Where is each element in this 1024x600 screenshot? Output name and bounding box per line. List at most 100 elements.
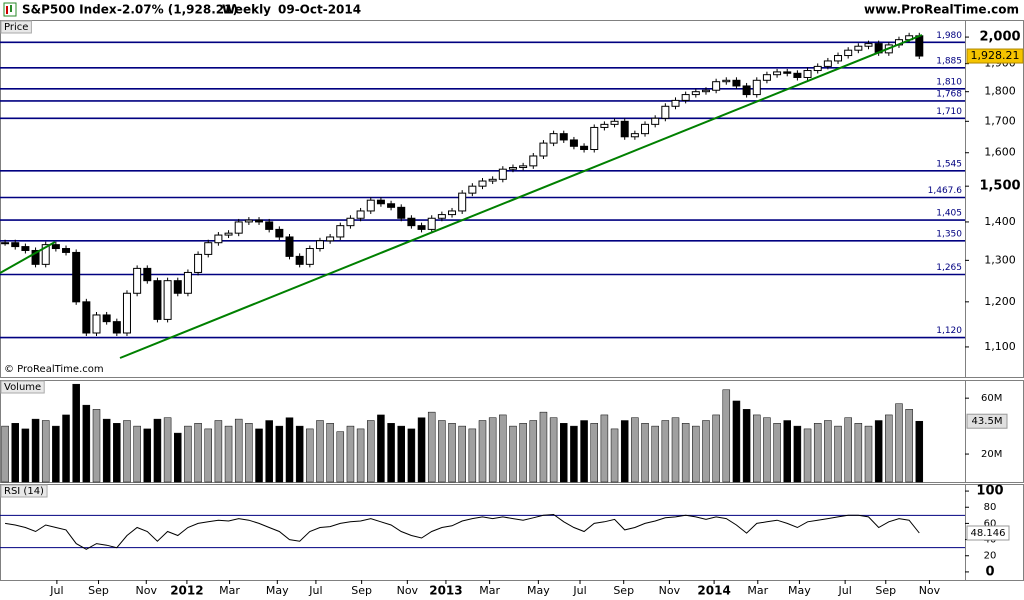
y-tick-label: 60	[984, 518, 997, 529]
panel-title: RSI (14)	[4, 486, 44, 497]
x-tick-label: 2014	[697, 584, 730, 598]
volume-bar	[427, 411, 436, 483]
volume-bar	[692, 425, 700, 483]
volume-bar	[346, 425, 355, 483]
volume-bar	[194, 423, 202, 483]
volume-bar	[539, 411, 548, 483]
volume-bar	[285, 417, 294, 483]
volume-bar	[905, 409, 913, 483]
app-icon-bar	[10, 5, 12, 12]
candle	[823, 60, 832, 67]
last-price-label: 1,928.21	[971, 49, 1020, 62]
candle	[508, 167, 517, 170]
y-tick-label: 2,000	[979, 30, 1020, 45]
volume-bar	[255, 428, 263, 483]
candle	[722, 79, 731, 83]
volume-bar	[773, 423, 781, 483]
last-rsi-tag	[966, 525, 1010, 541]
rsi-line	[5, 513, 920, 550]
y-tick-label: 1,200	[984, 295, 1016, 308]
trend-line	[119, 34, 923, 359]
candle	[448, 210, 457, 216]
candle	[407, 217, 416, 227]
y-tick-label: 0	[985, 564, 994, 579]
volume-bar	[722, 389, 731, 483]
volume-bar	[143, 428, 152, 483]
candle	[661, 105, 670, 119]
volume-bar	[224, 425, 233, 483]
candle	[133, 267, 142, 294]
candle	[742, 85, 751, 96]
candle	[397, 206, 406, 219]
candle	[255, 219, 264, 223]
volume-bar	[102, 418, 111, 483]
volume-bar	[702, 420, 710, 483]
x-tick-label: Jul	[49, 584, 63, 597]
volume-bar	[11, 423, 19, 483]
candle	[834, 55, 843, 62]
candle	[569, 139, 578, 147]
candle	[559, 133, 568, 141]
x-tick-label: Sep	[875, 584, 896, 597]
candle	[468, 185, 477, 194]
candle	[732, 79, 741, 87]
candle	[1, 242, 10, 245]
level-label: 1,265	[936, 263, 962, 273]
candle	[498, 168, 507, 180]
candle	[31, 249, 40, 265]
volume-bar	[509, 425, 517, 483]
candle	[783, 71, 792, 74]
candle	[641, 123, 650, 135]
volume-bar	[570, 425, 578, 483]
x-tick-label: Jul	[308, 584, 322, 597]
y-tick-label: 60M	[981, 393, 1002, 404]
x-tick-label: May	[788, 584, 811, 597]
volume-bar	[1, 425, 9, 483]
volume-bar	[763, 417, 771, 483]
candle	[549, 133, 558, 144]
volume-bar	[41, 420, 50, 483]
volume-bar	[21, 428, 30, 483]
volume-bar	[62, 414, 70, 483]
volume-bar	[275, 425, 284, 483]
period: Weekly	[222, 3, 271, 17]
candle	[173, 280, 182, 294]
volume-bar	[895, 403, 903, 483]
volume-bar	[377, 414, 385, 483]
x-tick-label: Mar	[747, 584, 768, 597]
candle	[315, 240, 324, 250]
candle	[478, 180, 487, 187]
x-tick-label: Sep	[88, 584, 109, 597]
candle	[51, 244, 60, 250]
copyright: © ProRealTime.com	[4, 364, 104, 375]
volume-bar	[52, 425, 60, 483]
volume-bar	[306, 428, 314, 483]
x-tick-label: 2012	[170, 584, 203, 598]
volume-bar	[417, 417, 426, 483]
volume-bar	[549, 417, 558, 483]
candle	[630, 133, 639, 138]
volume-bar	[214, 420, 223, 483]
panel-title-box	[0, 380, 45, 394]
candle	[11, 242, 20, 248]
panel-title: Price	[4, 22, 28, 33]
candle	[305, 248, 314, 265]
volume-bar	[651, 425, 659, 483]
instrument-title: S&P500 Index	[22, 3, 117, 17]
volume-bar	[72, 383, 80, 483]
last-volume-label: 43.5M	[972, 416, 1003, 427]
volume-bar	[874, 420, 883, 483]
y-tick-label: 1,300	[984, 253, 1016, 266]
candle	[204, 242, 213, 255]
last-volume-tag	[966, 413, 1008, 429]
x-tick-label: May	[527, 584, 550, 597]
volume-bar	[234, 418, 243, 483]
candle	[762, 74, 771, 81]
volume-bar	[620, 420, 629, 483]
volume-bar	[133, 425, 141, 483]
volume-bar	[316, 420, 324, 483]
volume-bar	[600, 414, 609, 483]
candle	[112, 321, 121, 334]
candle	[376, 199, 385, 205]
candle	[153, 280, 162, 320]
